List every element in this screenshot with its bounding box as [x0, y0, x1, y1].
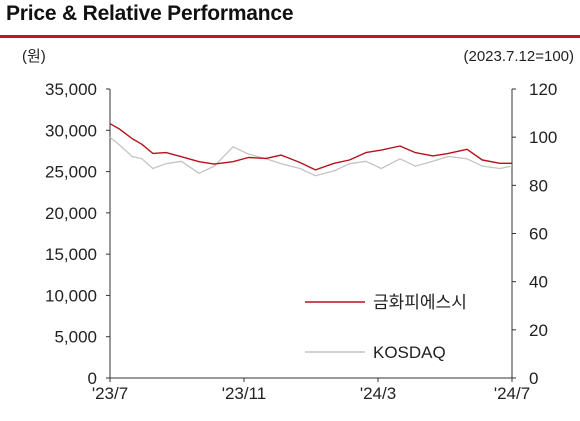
left-tick-label: 20,000	[45, 204, 97, 223]
x-tick-label: '23/7	[92, 384, 128, 403]
right-tick-label: 120	[529, 80, 557, 99]
series-lines	[109, 123, 513, 177]
x-tick-label: '24/7	[494, 384, 530, 403]
kosdaq-series-line	[109, 136, 513, 177]
left-tick-label: 15,000	[45, 245, 97, 264]
right-tick-label: 80	[529, 176, 548, 195]
right-tick-label: 20	[529, 321, 548, 340]
legend: 금화피에스시 KOSDAQ	[305, 293, 467, 362]
right-unit-label: (2023.7.12=100)	[463, 48, 574, 65]
left-unit-label: (원)	[22, 48, 46, 65]
title-divider	[0, 35, 580, 38]
right-tick-label: 60	[529, 225, 548, 244]
left-tick-label: 25,000	[45, 163, 97, 182]
legend-label: KOSDAQ	[373, 343, 446, 362]
left-tick-label: 10,000	[45, 286, 97, 305]
page-title: Price & Relative Performance	[6, 2, 294, 25]
right-tick-label: 100	[529, 128, 557, 147]
legend-label: 금화피에스시	[373, 293, 467, 312]
left-tick-label: 5,000	[54, 328, 97, 347]
stock-series-line	[109, 123, 512, 171]
right-tick-label: 0	[529, 369, 538, 388]
left-tick-label: 35,000	[45, 80, 97, 99]
x-tick-label: '23/11	[222, 384, 267, 403]
left-tick-label: 0	[88, 369, 97, 388]
x-tick-label: '24/3	[360, 384, 396, 403]
left-tick-label: 30,000	[45, 121, 97, 140]
axes: 0 5,000 10,000 15,000 20,000 25,000 30,000 35,0…	[45, 80, 557, 403]
right-tick-label: 40	[529, 273, 548, 292]
